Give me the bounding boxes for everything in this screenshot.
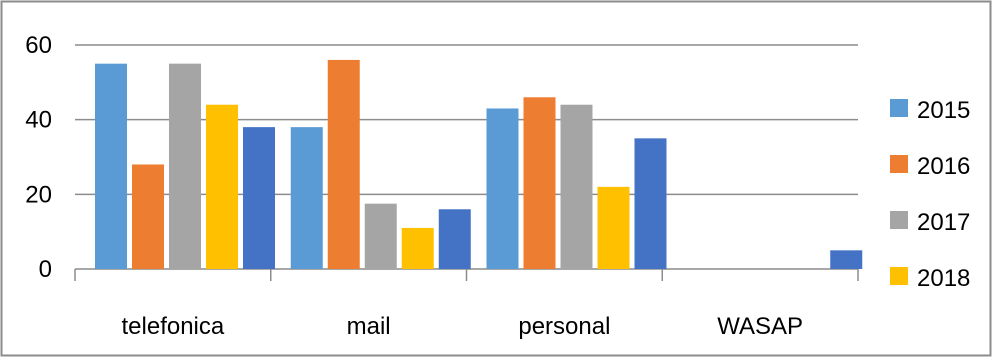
bar-2017-personal	[560, 104, 593, 269]
axis-labels: 0 20 40 60 telefonica mail personal WASAP	[25, 32, 803, 340]
x-category-label: mail	[347, 313, 391, 340]
y-tick-label: 20	[25, 181, 52, 208]
y-tick-label: 40	[25, 107, 52, 134]
bar-2015-mail	[290, 127, 323, 269]
bar-2018-telefonica	[206, 104, 238, 269]
bar-series-5-wasap	[830, 250, 863, 269]
bars	[95, 59, 863, 270]
bar-2017-mail	[364, 203, 397, 269]
legend-swatch	[890, 211, 908, 229]
bar-2016-mail	[327, 59, 360, 269]
legend-swatch	[890, 267, 908, 285]
x-category-label: personal	[518, 313, 610, 340]
legend-swatch	[890, 99, 908, 117]
legend-label: 2017	[917, 209, 970, 236]
bar-2016-telefonica	[132, 164, 164, 269]
x-category-label: telefonica	[122, 313, 225, 340]
bar-2018-mail	[401, 227, 434, 269]
bar-2016-personal	[523, 97, 556, 270]
bar-2018-personal	[597, 186, 630, 269]
legend-label: 2018	[917, 265, 970, 292]
bar-series-5-telefonica	[243, 127, 275, 269]
bar-series-5-personal	[634, 138, 667, 269]
bar-2015-telefonica	[95, 63, 127, 269]
y-tick-label: 0	[39, 256, 52, 283]
bar-2017-telefonica	[169, 63, 201, 269]
gridlines	[75, 44, 858, 196]
bar-2015-personal	[486, 108, 519, 269]
y-tick-label: 60	[25, 32, 52, 59]
legend-swatch	[890, 155, 908, 173]
bar-series-5-mail	[438, 209, 471, 269]
legend: 2015 2016 2017 2018	[890, 97, 970, 292]
x-category-label: WASAP	[717, 313, 803, 340]
legend-label: 2015	[917, 97, 970, 124]
legend-label: 2016	[917, 153, 970, 180]
